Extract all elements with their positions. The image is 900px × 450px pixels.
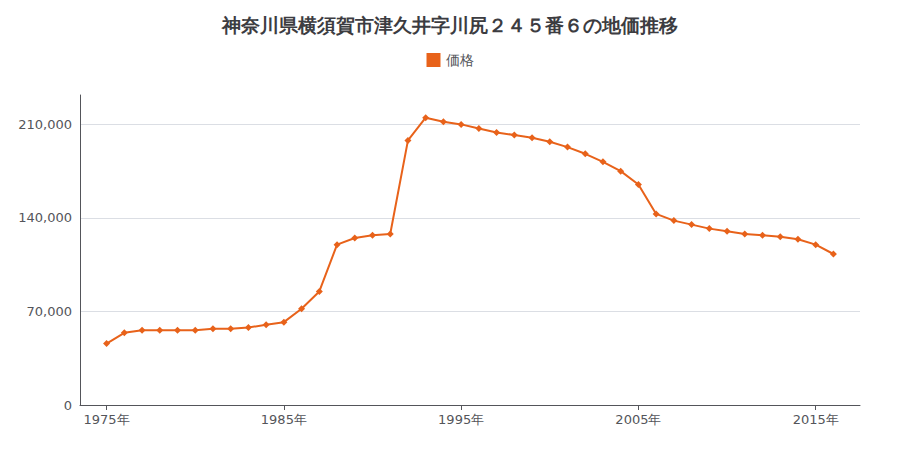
svg-text:1975年: 1975年 bbox=[84, 412, 130, 427]
svg-text:0: 0 bbox=[64, 398, 72, 413]
svg-text:2005年: 2005年 bbox=[615, 412, 661, 427]
svg-text:価格: 価格 bbox=[446, 52, 474, 68]
svg-text:70,000: 70,000 bbox=[27, 304, 73, 319]
svg-text:1985年: 1985年 bbox=[261, 412, 307, 427]
svg-text:210,000: 210,000 bbox=[18, 117, 72, 132]
svg-text:140,000: 140,000 bbox=[18, 210, 72, 225]
svg-text:神奈川県横須賀市津久井字川尻２４５番６の地価推移: 神奈川県横須賀市津久井字川尻２４５番６の地価推移 bbox=[221, 14, 678, 36]
svg-text:1995年: 1995年 bbox=[438, 412, 484, 427]
svg-text:2015年: 2015年 bbox=[793, 412, 839, 427]
